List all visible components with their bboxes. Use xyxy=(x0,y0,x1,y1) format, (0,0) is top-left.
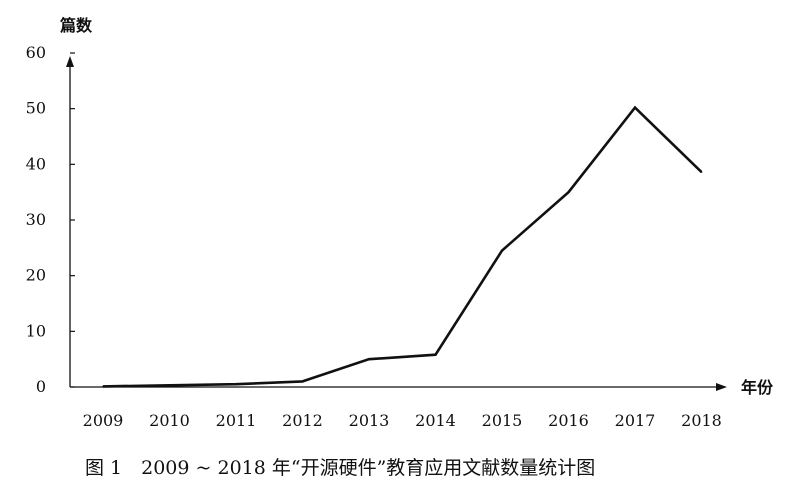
x-tick-label: 2010 xyxy=(149,411,190,430)
data-point xyxy=(634,106,636,109)
data-point xyxy=(235,383,237,386)
x-tick-label: 2017 xyxy=(615,411,656,430)
data-point xyxy=(567,191,570,193)
chart-caption: 图 1 2009 ~ 2018 年“开源硬件”教育应用文献数量统计图 xyxy=(85,457,595,479)
x-tick-label: 2012 xyxy=(282,411,323,430)
y-tick-label: 60 xyxy=(26,43,46,62)
data-point xyxy=(102,385,104,388)
x-tick-label: 2009 xyxy=(83,411,124,430)
y-tick-label: 40 xyxy=(26,154,46,173)
data-point xyxy=(434,353,437,356)
y-axis-arrow xyxy=(66,56,74,67)
y-tick-label: 20 xyxy=(26,266,46,285)
y-tick-label: 0 xyxy=(36,377,46,396)
x-tick-label: 2014 xyxy=(415,411,456,430)
y-axis-ticks: 0 10 20 30 40 50 60 xyxy=(26,43,75,396)
data-point xyxy=(501,249,503,252)
x-tick-label: 2013 xyxy=(349,411,390,430)
data-point xyxy=(168,384,171,387)
y-tick-label: 50 xyxy=(26,99,46,118)
y-tick-label: 30 xyxy=(26,210,46,229)
x-tick-label: 2016 xyxy=(548,411,589,430)
data-point xyxy=(700,171,703,173)
series-line xyxy=(102,105,703,388)
x-axis-arrow xyxy=(716,383,727,391)
y-axis-title: 篇数 xyxy=(59,16,93,35)
series-group xyxy=(102,105,703,388)
data-point xyxy=(368,358,370,360)
data-point xyxy=(301,380,304,383)
axes xyxy=(66,56,727,391)
x-tick-label: 2015 xyxy=(482,411,523,430)
y-tick-label: 10 xyxy=(26,321,46,340)
x-tick-label: 2011 xyxy=(216,411,257,430)
x-axis-ticks: 2009 2010 2011 2012 2013 2014 2015 2016 2017 2018 xyxy=(83,411,722,430)
x-tick-label: 2018 xyxy=(681,411,722,430)
x-axis-title: 年份 xyxy=(741,378,774,397)
